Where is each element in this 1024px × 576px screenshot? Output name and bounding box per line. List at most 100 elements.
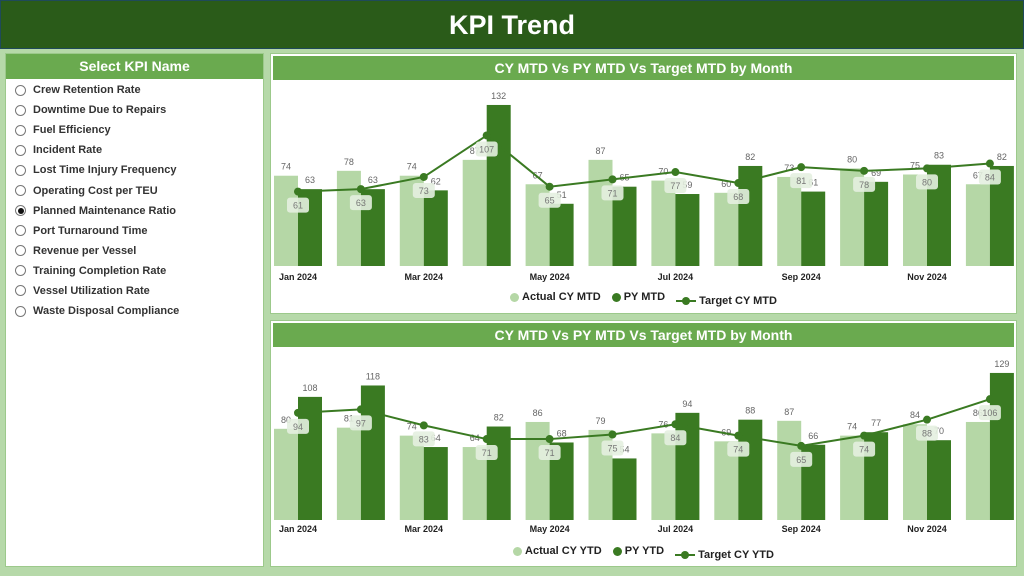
radio-button[interactable] (15, 305, 26, 317)
target-point[interactable] (734, 431, 743, 440)
data-label-py: 82 (997, 152, 1007, 162)
kpi-option[interactable]: Downtime Due to Repairs (6, 100, 263, 120)
kpi-option[interactable]: Planned Maintenance Ratio (6, 201, 263, 221)
radio-button[interactable] (15, 144, 26, 156)
kpi-option[interactable]: Crew Retention Rate (6, 80, 263, 100)
radio-button[interactable] (15, 245, 26, 257)
bar-actual[interactable] (777, 176, 802, 266)
bar-actual[interactable] (336, 427, 361, 520)
target-point[interactable] (545, 182, 554, 191)
bar-actual[interactable] (274, 428, 298, 520)
radio-button[interactable] (15, 124, 26, 136)
legend-target[interactable]: Target CY YTD (675, 549, 774, 561)
target-point[interactable] (860, 431, 869, 440)
target-label-box (853, 441, 876, 457)
bar-actual[interactable] (714, 192, 739, 266)
legend-py[interactable]: PY YTD (612, 545, 665, 557)
bar-actual[interactable] (525, 421, 550, 520)
target-point[interactable] (419, 421, 428, 430)
data-label-target: 68 (733, 192, 743, 202)
radio-button[interactable] (15, 205, 26, 217)
target-point[interactable] (608, 175, 617, 184)
target-point[interactable] (608, 430, 617, 439)
bar-actual[interactable] (777, 420, 802, 520)
kpi-option-label: Planned Maintenance Ratio (33, 204, 177, 217)
data-label-py: 83 (934, 151, 944, 161)
bar-py[interactable] (989, 372, 1014, 520)
bar-py[interactable] (360, 385, 385, 520)
bar-py[interactable] (612, 458, 637, 520)
target-point[interactable] (482, 435, 491, 444)
kpi-option[interactable]: Lost Time Injury Frequency (6, 160, 263, 180)
data-label-actual: 67 (533, 170, 543, 180)
kpi-option[interactable]: Incident Rate (6, 140, 263, 160)
x-tick-label: May 2024 (530, 524, 570, 534)
kpi-option[interactable]: Waste Disposal Compliance (6, 301, 263, 321)
radio-button[interactable] (15, 84, 26, 96)
target-point[interactable] (797, 163, 806, 172)
kpi-option[interactable]: Revenue per Vessel (6, 241, 263, 261)
radio-button[interactable] (15, 285, 26, 297)
bar-py[interactable] (486, 104, 511, 267)
kpi-option[interactable]: Operating Cost per TEU (6, 180, 263, 200)
legend-label: PY YTD (624, 545, 665, 557)
target-point[interactable] (734, 179, 743, 188)
bar-py[interactable] (298, 396, 322, 520)
kpi-option[interactable]: Vessel Utilization Rate (6, 281, 263, 301)
radio-button[interactable] (15, 104, 26, 116)
kpi-option-label: Port Turnaround Time (33, 224, 148, 237)
target-point[interactable] (356, 405, 365, 414)
radio-button[interactable] (15, 185, 26, 197)
bar-actual[interactable] (462, 159, 487, 266)
x-tick-label: Sep 2024 (782, 524, 821, 534)
data-label-actual: 87 (595, 146, 605, 156)
bar-actual[interactable] (399, 435, 424, 520)
bar-actual[interactable] (274, 175, 298, 266)
target-point[interactable] (671, 420, 680, 429)
target-point[interactable] (294, 408, 302, 417)
target-point[interactable] (545, 435, 554, 444)
kpi-option[interactable]: Training Completion Rate (6, 261, 263, 281)
bar-actual[interactable] (588, 159, 613, 266)
bar-actual[interactable] (651, 433, 676, 520)
chart-title: CY MTD Vs PY MTD Vs Target MTD by Month (273, 323, 1014, 347)
bar-py[interactable] (927, 440, 951, 520)
bar-actual[interactable] (651, 180, 676, 266)
bar-py[interactable] (864, 181, 889, 266)
target-point[interactable] (356, 185, 365, 194)
bar-py[interactable] (675, 194, 700, 266)
target-point[interactable] (923, 164, 931, 173)
target-point[interactable] (860, 166, 869, 175)
target-point[interactable] (671, 168, 680, 177)
kpi-option[interactable]: Port Turnaround Time (6, 221, 263, 241)
target-point[interactable] (294, 187, 302, 196)
radio-button[interactable] (15, 164, 26, 176)
radio-button[interactable] (15, 265, 26, 277)
target-point[interactable] (797, 441, 806, 450)
bar-actual[interactable] (903, 174, 927, 267)
radio-button[interactable] (15, 225, 26, 237)
bar-py[interactable] (423, 190, 448, 266)
legend-py[interactable]: PY MTD (611, 291, 665, 303)
target-point[interactable] (482, 131, 491, 140)
bar-actual[interactable] (965, 421, 990, 520)
legend-actual[interactable]: Actual CY YTD (513, 545, 602, 557)
bar-py[interactable] (549, 203, 574, 266)
target-point[interactable] (419, 172, 428, 181)
legend-actual[interactable]: Actual CY MTD (510, 291, 601, 303)
data-label-actual: 67 (973, 170, 983, 180)
bar-py[interactable] (801, 191, 826, 266)
target-label-box (412, 182, 435, 198)
target-point[interactable] (985, 395, 994, 404)
bar-py[interactable] (486, 426, 511, 520)
target-label-box (790, 451, 813, 467)
bar-actual[interactable] (336, 170, 361, 266)
bar-py[interactable] (423, 447, 448, 520)
target-point[interactable] (923, 415, 931, 424)
data-label-actual: 69 (721, 427, 731, 437)
bar-actual[interactable] (965, 184, 990, 266)
legend-target[interactable]: Target CY MTD (676, 295, 777, 307)
kpi-option[interactable]: Fuel Efficiency (6, 120, 263, 140)
target-point[interactable] (985, 159, 994, 168)
x-tick-label: Mar 2024 (405, 272, 444, 282)
